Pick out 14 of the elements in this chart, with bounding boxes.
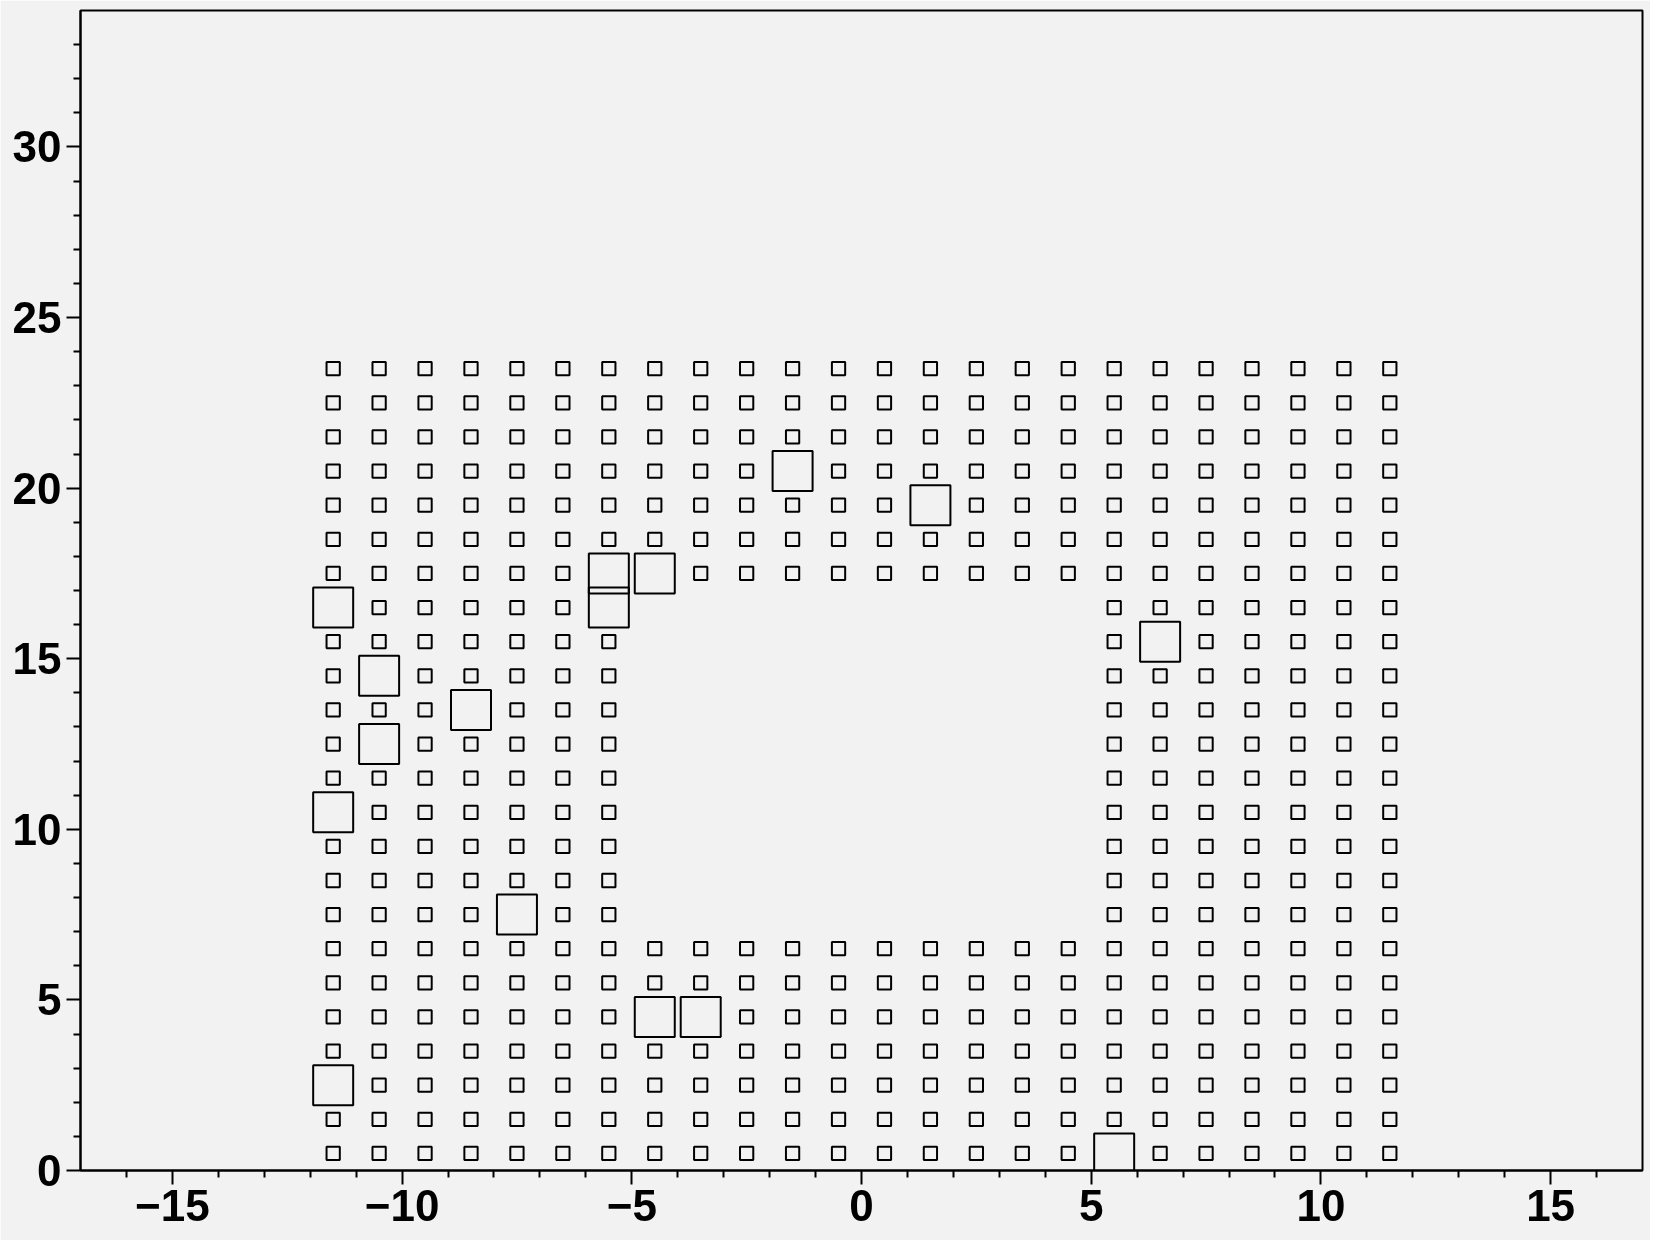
y-tick-label: 20 <box>12 463 62 513</box>
x-tick-label: 15 <box>1526 1180 1576 1230</box>
y-tick-label: 25 <box>12 293 62 343</box>
x-tick-label: −15 <box>135 1180 210 1230</box>
y-tick-label: 10 <box>12 804 62 854</box>
y-tick-label: 0 <box>37 1146 62 1195</box>
x-tick-label: 0 <box>849 1180 874 1230</box>
x-tick-label: 10 <box>1296 1180 1346 1230</box>
x-tick-label: −5 <box>606 1180 657 1230</box>
y-tick-label: 15 <box>12 634 62 684</box>
x-tick-label: 5 <box>1078 1180 1104 1230</box>
y-tick-label: 5 <box>37 975 62 1025</box>
y-tick-label: 30 <box>12 122 62 172</box>
x-tick-label: −10 <box>364 1180 440 1230</box>
